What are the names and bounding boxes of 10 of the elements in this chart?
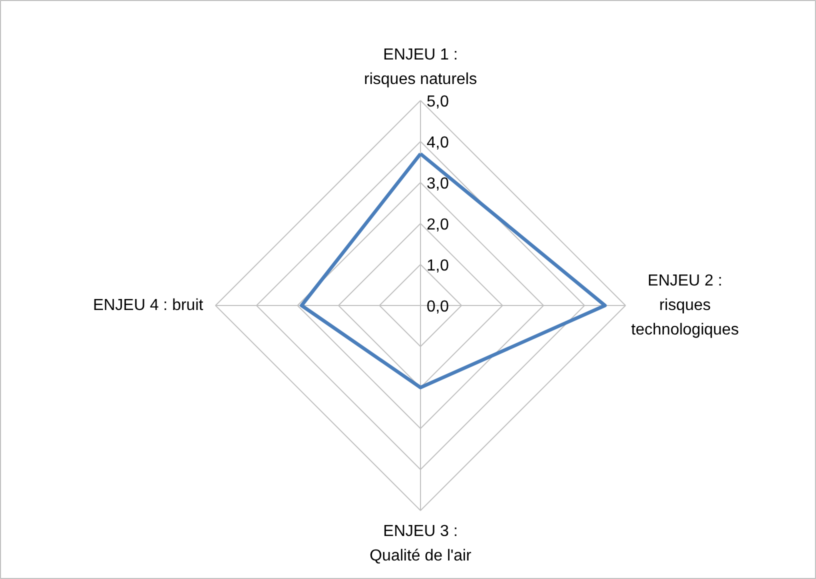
y-tick-label: 0,0	[426, 298, 449, 316]
spoke-label: ENJEU 2 : risques technologiques	[631, 272, 739, 339]
y-tick-label: 5,0	[426, 94, 449, 110]
y-tick-label: 1,0	[426, 258, 449, 274]
y-tick-label: 2,0	[426, 216, 449, 234]
spoke-label: ENJEU 4 : bruit	[92, 297, 204, 314]
y-tick-label: 4,0	[426, 134, 449, 152]
y-tick-label: 3,0	[426, 176, 449, 192]
spoke-label: ENJEU 3 : Qualité de l'air	[370, 522, 472, 564]
spoke-label: ENJEU 1 : risques naturels	[364, 46, 477, 88]
